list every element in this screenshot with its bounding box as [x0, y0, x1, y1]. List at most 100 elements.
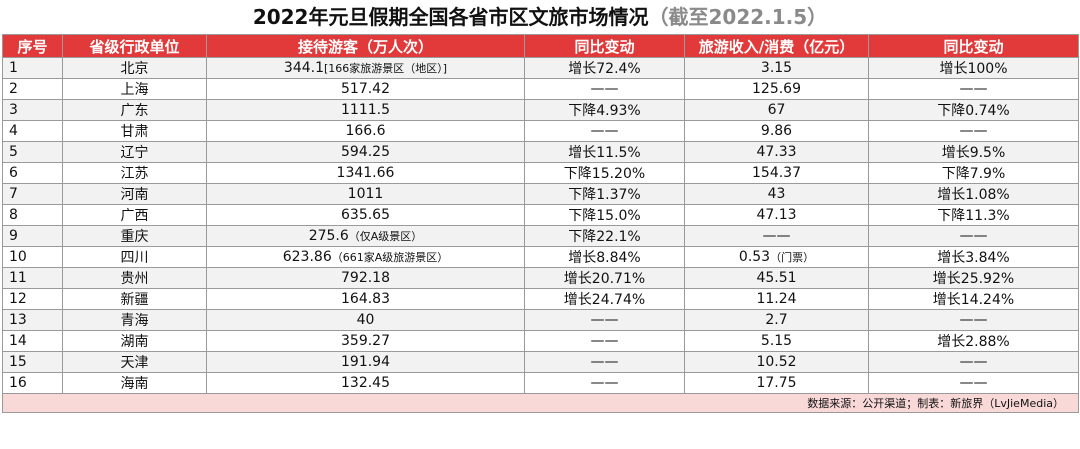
cell-revenue-change: —— [868, 351, 1079, 373]
cell-revenue-change: 下降0.74% [868, 99, 1079, 121]
table-row: 2 上海 517.42 —— 125.69 —— [2, 78, 1079, 100]
cell-no: 13 [2, 309, 63, 331]
cell-no: 11 [2, 267, 63, 289]
cell-visitors-change: —— [524, 372, 685, 394]
revenue-value: 11.24 [756, 291, 797, 307]
cell-region: 北京 [62, 57, 207, 79]
cell-visitors: 623.86（661家A级旅游景区） [206, 246, 525, 268]
revenue-value: —— [762, 228, 791, 244]
cell-revenue-change: 增长9.5% [868, 141, 1079, 163]
cell-no: 16 [2, 372, 63, 394]
cell-revenue-change: —— [868, 372, 1079, 394]
table-row: 13 青海 40 —— 2.7 —— [2, 309, 1079, 331]
visitors-value: 40 [356, 312, 375, 328]
footer-row: 数据来源：公开渠道；制表：新旅界（LvJieMedia） [2, 393, 1079, 413]
table-title: 2022年元旦假期全国各省市区文旅市场情况（截至2022.1.5） [0, 0, 1080, 34]
table-row: 4 甘肃 166.6 —— 9.86 —— [2, 120, 1079, 142]
cell-visitors: 1111.5 [206, 99, 525, 121]
visitors-value: 344.1 [283, 60, 324, 76]
visitors-value: 275.6 [308, 228, 349, 244]
cell-no: 3 [2, 99, 63, 121]
cell-visitors-change: 下降1.37% [524, 183, 685, 205]
cell-region: 上海 [62, 78, 207, 100]
title-sub: （截至2022.1.5） [648, 5, 828, 29]
cell-revenue: 3.15 [684, 57, 869, 79]
revenue-value: 0.53 [738, 249, 771, 265]
visitors-value: 594.25 [341, 144, 390, 160]
cell-visitors: 164.83 [206, 288, 525, 310]
table-row: 5 辽宁 594.25 增长11.5% 47.33 增长9.5% [2, 141, 1079, 163]
cell-region: 新疆 [62, 288, 207, 310]
cell-visitors: 792.18 [206, 267, 525, 289]
title-main: 2022年元旦假期全国各省市区文旅市场情况 [252, 5, 649, 29]
table-row: 3 广东 1111.5 下降4.93% 67 下降0.74% [2, 99, 1079, 121]
cell-revenue-change: 增长1.08% [868, 183, 1079, 205]
visitors-value: 191.94 [341, 354, 390, 370]
cell-revenue: 11.24 [684, 288, 869, 310]
cell-visitors: 1341.66 [206, 162, 525, 184]
col-header-revenue-change: 同比变动 [868, 34, 1079, 58]
cell-visitors-change: 下降15.20% [524, 162, 685, 184]
table-row: 11 贵州 792.18 增长20.71% 45.51 增长25.92% [2, 267, 1079, 289]
revenue-value: 17.75 [756, 375, 797, 391]
cell-revenue-change: 增长25.92% [868, 267, 1079, 289]
cell-no: 10 [2, 246, 63, 268]
header-row: 序号 省级行政单位 接待游客（万人次） 同比变动 旅游收入/消费（亿元） 同比变… [2, 34, 1079, 58]
visitors-value: 132.45 [341, 375, 390, 391]
cell-revenue-change: —— [868, 309, 1079, 331]
visitors-value: 164.83 [341, 291, 390, 307]
cell-visitors: 166.6 [206, 120, 525, 142]
revenue-value: 45.51 [756, 270, 797, 286]
visitors-value: 623.86 [282, 249, 332, 265]
col-header-visitors-change: 同比变动 [524, 34, 685, 58]
cell-region: 甘肃 [62, 120, 207, 142]
cell-visitors: 359.27 [206, 330, 525, 352]
cell-revenue-change: —— [868, 78, 1079, 100]
table-row: 16 海南 132.45 —— 17.75 —— [2, 372, 1079, 394]
visitors-value: 166.6 [345, 123, 386, 139]
visitors-value: 1341.66 [336, 165, 395, 181]
table-row: 12 新疆 164.83 增长24.74% 11.24 增长14.24% [2, 288, 1079, 310]
cell-no: 5 [2, 141, 63, 163]
revenue-value: 9.86 [760, 123, 793, 139]
cell-revenue: 67 [684, 99, 869, 121]
cell-revenue: 0.53（门票） [684, 246, 869, 268]
cell-region: 河南 [62, 183, 207, 205]
col-header-revenue: 旅游收入/消费（亿元） [684, 34, 869, 58]
revenue-value: 43 [767, 186, 786, 202]
cell-no: 2 [2, 78, 63, 100]
cell-revenue: 9.86 [684, 120, 869, 142]
revenue-value: 47.33 [756, 144, 797, 160]
table-row: 14 湖南 359.27 —— 5.15 增长2.88% [2, 330, 1079, 352]
cell-no: 14 [2, 330, 63, 352]
cell-region: 贵州 [62, 267, 207, 289]
cell-visitors-change: —— [524, 330, 685, 352]
cell-revenue: 47.13 [684, 204, 869, 226]
cell-no: 6 [2, 162, 63, 184]
visitors-value: 517.42 [341, 81, 390, 97]
cell-visitors-change: —— [524, 309, 685, 331]
col-header-no: 序号 [2, 34, 63, 58]
col-header-region: 省级行政单位 [62, 34, 207, 58]
cell-revenue: 125.69 [684, 78, 869, 100]
cell-revenue-change: 下降11.3% [868, 204, 1079, 226]
table-row: 15 天津 191.94 —— 10.52 —— [2, 351, 1079, 373]
cell-region: 湖南 [62, 330, 207, 352]
cell-visitors-change: 增长20.71% [524, 267, 685, 289]
table-row: 8 广西 635.65 下降15.0% 47.13 下降11.3% [2, 204, 1079, 226]
cell-no: 4 [2, 120, 63, 142]
cell-visitors: 132.45 [206, 372, 525, 394]
cell-revenue: —— [684, 225, 869, 247]
cell-visitors-change: —— [524, 78, 685, 100]
visitors-value: 792.18 [341, 270, 390, 286]
cell-visitors: 517.42 [206, 78, 525, 100]
table-row: 1 北京 344.1[166家旅游景区（地区）] 增长72.4% 3.15 增长100% [2, 57, 1079, 79]
cell-revenue: 17.75 [684, 372, 869, 394]
cell-no: 8 [2, 204, 63, 226]
cell-revenue: 2.7 [684, 309, 869, 331]
cell-visitors: 40 [206, 309, 525, 331]
cell-region: 天津 [62, 351, 207, 373]
table-row: 6 江苏 1341.66 下降15.20% 154.37 下降7.9% [2, 162, 1079, 184]
cell-visitors: 344.1[166家旅游景区（地区）] [206, 57, 525, 79]
visitors-note: [166家旅游景区（地区）] [324, 62, 448, 75]
